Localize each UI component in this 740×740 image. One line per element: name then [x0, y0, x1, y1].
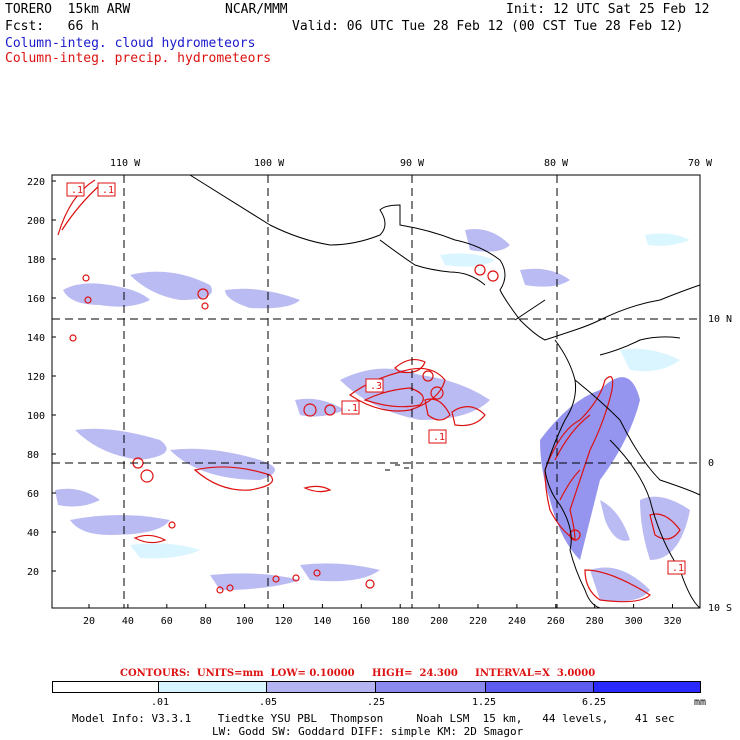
colorbar-unit: mm	[694, 697, 707, 708]
x-tick-label: 40	[122, 616, 134, 627]
contour-label: .3	[370, 381, 382, 392]
x-tick-label: 300	[625, 616, 643, 627]
contour-label: .1	[346, 403, 358, 414]
x-tick-label: 80	[200, 616, 212, 627]
lat-label: 0	[708, 458, 714, 469]
x-tick-label: 140	[313, 616, 331, 627]
precip-contours	[57, 179, 681, 603]
x-tick-label: 200	[430, 616, 448, 627]
x-tick-label: 240	[508, 616, 526, 627]
model-name: TORERO 15km ARW	[5, 2, 131, 17]
lon-label: 70 W	[688, 158, 713, 169]
x-tick-label: 180	[391, 616, 409, 627]
colorbar-label: 1.25	[472, 697, 497, 708]
x-tick-label: 160	[352, 616, 370, 627]
contour-label: .1	[433, 432, 445, 443]
colorbar-label: .01	[151, 697, 170, 708]
x-tick-label: 260	[547, 616, 565, 627]
lon-label: 90 W	[400, 158, 425, 169]
model-info: Model Info: V3.3.1 Tiedtke YSU PBL Thomp…	[72, 712, 675, 725]
init-time: Init: 12 UTC Sat 25 Feb 12	[506, 2, 710, 17]
org-name: NCAR/MMM	[225, 2, 288, 17]
model-info-physics: LW: Godd SW: Goddard DIFF: simple KM: 2D…	[212, 725, 524, 738]
colorbar-bin	[266, 681, 376, 693]
colorbar-label: 6.25	[582, 697, 607, 708]
x-tick-label: 220	[469, 616, 487, 627]
y-tick-label: 180	[27, 255, 45, 266]
contour-label: .1	[102, 185, 114, 196]
colorbar-bin	[593, 681, 701, 693]
coastlines	[189, 174, 701, 609]
contour-info: CONTOURS: UNITS=mm LOW= 0.10000 HIGH= 24…	[120, 668, 596, 679]
colorbar-bin	[52, 681, 159, 693]
lat-label: 10 S	[708, 603, 732, 614]
contour-label-boxes	[66, 182, 686, 575]
y-tick-label: 120	[27, 372, 45, 383]
lat-label: 10 N	[708, 314, 732, 325]
x-tick-label: 280	[586, 616, 604, 627]
forecast-hour: Fcst: 66 h	[5, 19, 99, 34]
colorbar-bin	[485, 681, 594, 693]
contour-label: .1	[71, 185, 83, 196]
x-tick-label: 60	[161, 616, 173, 627]
y-tick-label: 160	[27, 294, 45, 305]
x-tick-label: 20	[83, 616, 95, 627]
field-precip-label: Column-integ. precip. hydrometeors	[5, 51, 272, 66]
valid-time: Valid: 06 UTC Tue 28 Feb 12 (00 CST Tue …	[292, 19, 684, 34]
colorbar-bin	[158, 681, 267, 693]
map-frame	[51, 174, 701, 609]
colorbar-bin	[375, 681, 486, 693]
lon-label: 80 W	[544, 158, 569, 169]
field-cloud-label: Column-integ. cloud hydrometeors	[5, 36, 256, 51]
y-tick-label: 220	[27, 177, 45, 188]
y-tick-label: 100	[27, 411, 45, 422]
contour-label: .1	[672, 563, 684, 574]
lon-label: 110 W	[110, 158, 141, 169]
y-tick-label: 20	[27, 567, 39, 578]
x-tick-label: 120	[274, 616, 292, 627]
y-tick-label: 140	[27, 333, 45, 344]
x-tick-label: 100	[236, 616, 254, 627]
y-tick-label: 80	[27, 450, 39, 461]
y-tick-label: 60	[27, 489, 39, 500]
lon-label: 100 W	[254, 158, 285, 169]
cloud-shading	[55, 229, 690, 602]
colorbar-label: .05	[259, 697, 278, 708]
y-tick-label: 40	[27, 528, 39, 539]
y-tick-label: 200	[27, 216, 45, 227]
x-tick-label: 320	[663, 616, 681, 627]
colorbar-label: .25	[367, 697, 386, 708]
grid-lines	[52, 175, 700, 608]
